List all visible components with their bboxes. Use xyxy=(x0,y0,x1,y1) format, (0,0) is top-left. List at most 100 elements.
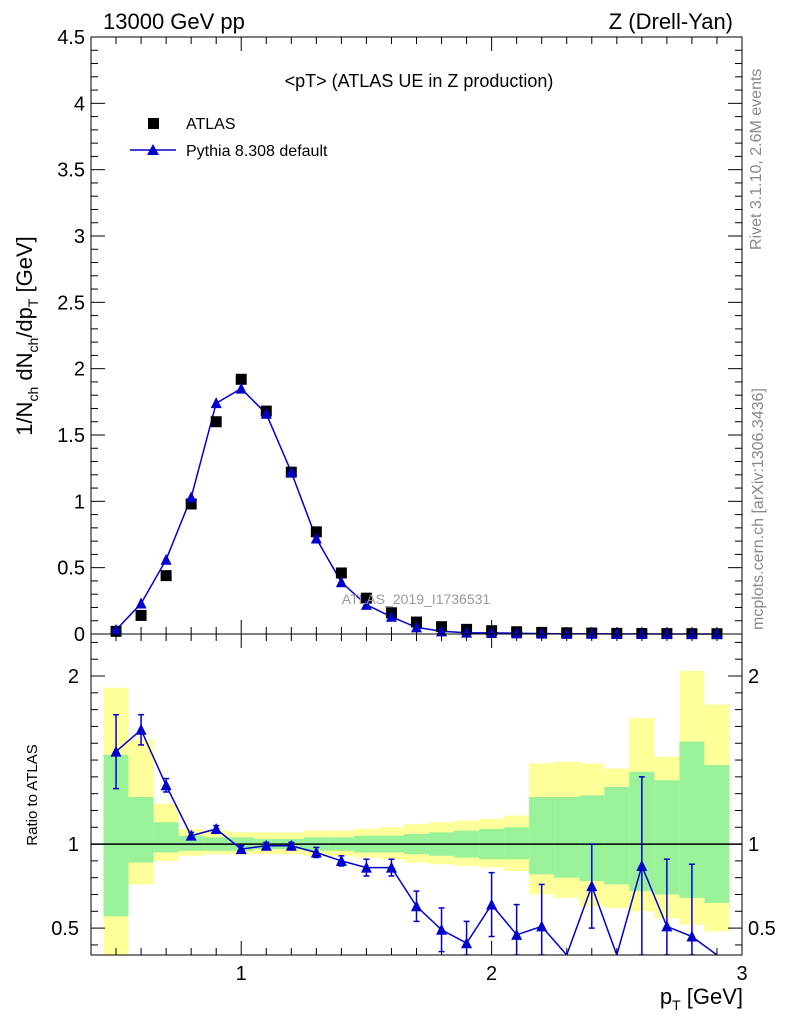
pythia-data-point xyxy=(411,621,422,633)
ylabel-part-b: dN xyxy=(12,353,37,387)
main-ytick-label: 1.5 xyxy=(57,425,85,447)
ratio-data-point xyxy=(385,861,397,873)
ratio-ylabel: Ratio to ATLAS xyxy=(24,744,41,845)
ratio-data-point xyxy=(486,898,498,910)
pythia-data-point xyxy=(185,491,197,503)
ratio-data-point xyxy=(586,880,598,892)
ratio-data-point xyxy=(110,745,122,757)
pythia-data-point xyxy=(135,597,147,609)
ratio-ytick-label-right: 2 xyxy=(748,666,759,688)
green-band-bin xyxy=(554,797,580,878)
ratio-data-point xyxy=(636,859,648,871)
main-ytick-label: 4 xyxy=(74,93,85,115)
legend-atlas-marker xyxy=(148,118,159,129)
pythia-data-point xyxy=(335,576,347,588)
analysis-watermark: ATLAS_2019_I1736531 xyxy=(342,591,491,607)
pythia-data-point xyxy=(285,466,297,478)
ylabel-sub-a: ch xyxy=(25,387,41,402)
ratio-plot-panel: 0.5 0.5 1 1 2 2 1 2 3 xyxy=(51,633,776,985)
main-ytick-label: 4.5 xyxy=(57,27,85,49)
main-ytick-label: 1 xyxy=(74,491,85,513)
legend-pythia-label: Pythia 8.308 default xyxy=(186,143,328,160)
legend-atlas-label: ATLAS xyxy=(186,116,236,133)
pythia-data-point xyxy=(385,610,397,622)
ratio-data-point xyxy=(285,839,297,851)
ratio-data-point xyxy=(335,854,347,866)
ylabel-part-a: 1/N xyxy=(12,402,37,436)
ratio-data-point xyxy=(411,900,422,912)
ylabel-sub-c: T xyxy=(25,298,41,307)
atlas-data-point xyxy=(310,526,322,538)
main-ytick-label: 0 xyxy=(74,624,85,646)
legend-pythia-marker xyxy=(147,144,159,155)
pythia-data-point xyxy=(461,626,473,638)
ylabel-part-d: [GeV] xyxy=(12,236,37,298)
ratio-series-group xyxy=(110,713,718,955)
pythia-data-point xyxy=(235,382,247,394)
ratio-data-point xyxy=(160,779,172,791)
pythia-data-point xyxy=(260,407,272,419)
atlas-data-point xyxy=(235,373,247,385)
header-left: 13000 GeV pp xyxy=(103,9,245,34)
mcplots-reference-text: mcplots.cern.ch [arXiv:1306.3436] xyxy=(750,388,767,630)
ratio-data-point xyxy=(461,937,473,949)
main-ytick-label: 3.5 xyxy=(57,160,85,182)
pythia-data-point xyxy=(160,553,172,565)
atlas-data-point xyxy=(210,416,222,428)
main-ytick-label: 2 xyxy=(74,359,85,381)
ratio-data-point xyxy=(511,928,523,940)
ratio-series xyxy=(110,713,718,955)
green-band-bin xyxy=(504,827,530,860)
green-band-bin xyxy=(153,822,179,853)
ratio-ytick-labels: 0.5 0.5 1 1 2 2 xyxy=(51,666,776,940)
pythia-data-point xyxy=(486,626,498,638)
pythia-data-point xyxy=(586,627,598,639)
xlabel: pT [GeV] xyxy=(660,984,743,1013)
ratio-xtick-labels: 1 2 3 xyxy=(236,963,748,985)
ratio-data-point xyxy=(360,861,372,873)
pythia-data-point xyxy=(511,627,523,639)
header-right: Z (Drell-Yan) xyxy=(609,9,733,34)
xlabel-main: p xyxy=(660,984,672,1009)
legend: ATLAS Pythia 8.308 default xyxy=(130,116,328,160)
main-ytick-label: 0.5 xyxy=(57,558,85,580)
plot-title: <pT> (ATLAS UE in Z production) xyxy=(285,71,554,91)
ratio-data-point xyxy=(210,822,222,834)
ratio-data-point xyxy=(235,843,247,855)
ratio-xtick-label: 2 xyxy=(486,963,497,985)
green-band-bin xyxy=(178,835,204,851)
pythia-data-point xyxy=(210,397,222,409)
ratio-xtick-label: 3 xyxy=(736,963,747,985)
green-band-bin xyxy=(128,797,154,863)
ratio-data-point xyxy=(310,846,322,858)
main-plot-ytick-labels: 0 0.5 1 1.5 2 2.5 3 3.5 4 4.5 xyxy=(57,27,85,646)
pythia-data-point xyxy=(636,627,648,639)
ratio-data-point xyxy=(260,839,272,851)
pythia-data-point xyxy=(561,627,573,639)
ratio-data-point xyxy=(135,723,147,735)
green-band-bin xyxy=(604,786,630,885)
ratio-data-point xyxy=(436,923,448,935)
atlas-data-point xyxy=(160,570,172,582)
atlas-data-point xyxy=(360,592,372,604)
ratio-data-point xyxy=(686,930,698,942)
ratio-ytick-label: 0.5 xyxy=(51,918,79,940)
atlas-data-point xyxy=(335,567,347,579)
xlabel-sub: T xyxy=(672,997,681,1013)
ratio-plot-frame xyxy=(90,633,743,956)
main-ytick-label: 2.5 xyxy=(57,292,85,314)
ratio-ytick-label: 2 xyxy=(68,666,79,688)
main-ylabel: 1/Nch dNch/dpT [GeV] xyxy=(12,236,41,436)
ratio-ytick-label-right: 1 xyxy=(748,834,759,856)
ylabel-sub-b: ch xyxy=(25,338,41,353)
xlabel-unit: [GeV] xyxy=(681,984,743,1009)
ratio-data-point xyxy=(536,920,548,932)
rivet-version-text: Rivet 3.1.10, 2.6M events xyxy=(748,69,765,250)
ylabel-part-c: /dp xyxy=(12,307,37,338)
ratio-data-point xyxy=(661,920,673,932)
pythia-data-point xyxy=(110,624,122,636)
pythia-data-point xyxy=(536,627,548,639)
green-band-bin xyxy=(529,797,555,875)
pythia-data-point xyxy=(310,532,322,544)
